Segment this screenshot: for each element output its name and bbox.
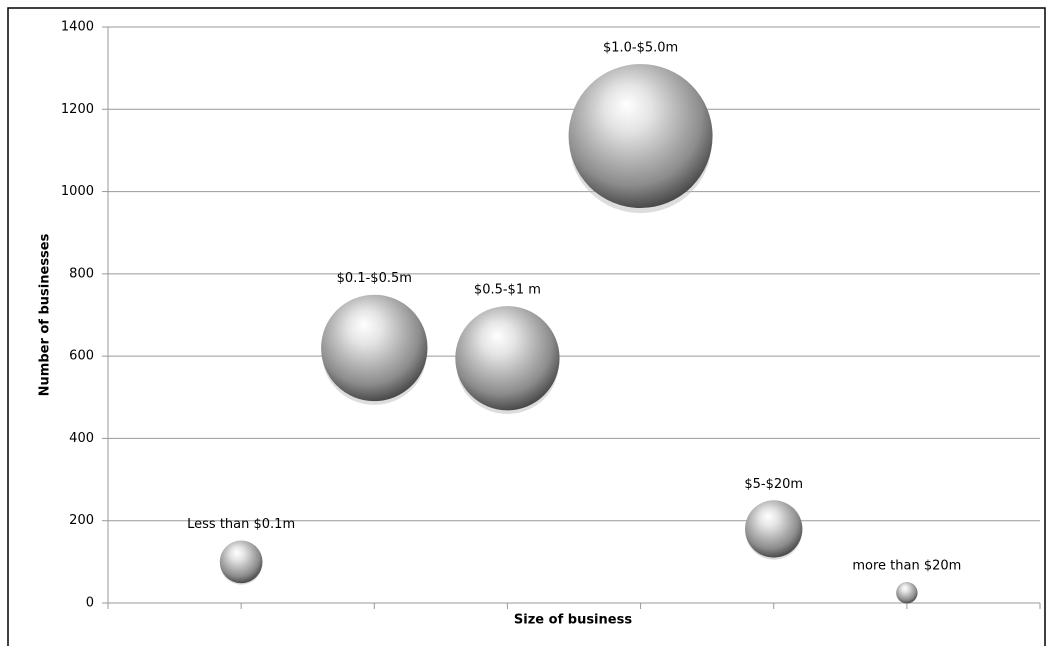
bubble <box>896 582 918 604</box>
y-tick-label: 800 <box>69 266 94 281</box>
y-tick-label: 0 <box>86 596 94 611</box>
y-tick-label: 600 <box>69 349 94 364</box>
frame <box>7 7 1046 646</box>
bubble-label: $0.5-$1 m <box>474 283 541 298</box>
y-tick-label: 1200 <box>61 102 94 117</box>
bubble <box>745 500 803 558</box>
bubble <box>455 306 560 411</box>
y-tick-label: 1400 <box>61 20 94 35</box>
bubble-label: more than $20m <box>852 559 961 574</box>
x-axis-title: Size of business <box>514 613 632 628</box>
y-axis-title: Number of businesses <box>38 233 53 396</box>
bubble-label: $0.1-$0.5m <box>337 271 412 286</box>
bubble-label: $1.0-$5.0m <box>603 41 678 56</box>
y-tick-label: 1000 <box>61 184 94 199</box>
bubble <box>321 294 428 402</box>
bubble <box>219 540 263 584</box>
bubble-label: Less than $0.1m <box>187 517 295 532</box>
bubble <box>568 64 713 209</box>
y-tick-label: 400 <box>69 431 94 446</box>
bubble-label: $5-$20m <box>744 477 803 492</box>
y-tick-label: 200 <box>69 513 94 528</box>
